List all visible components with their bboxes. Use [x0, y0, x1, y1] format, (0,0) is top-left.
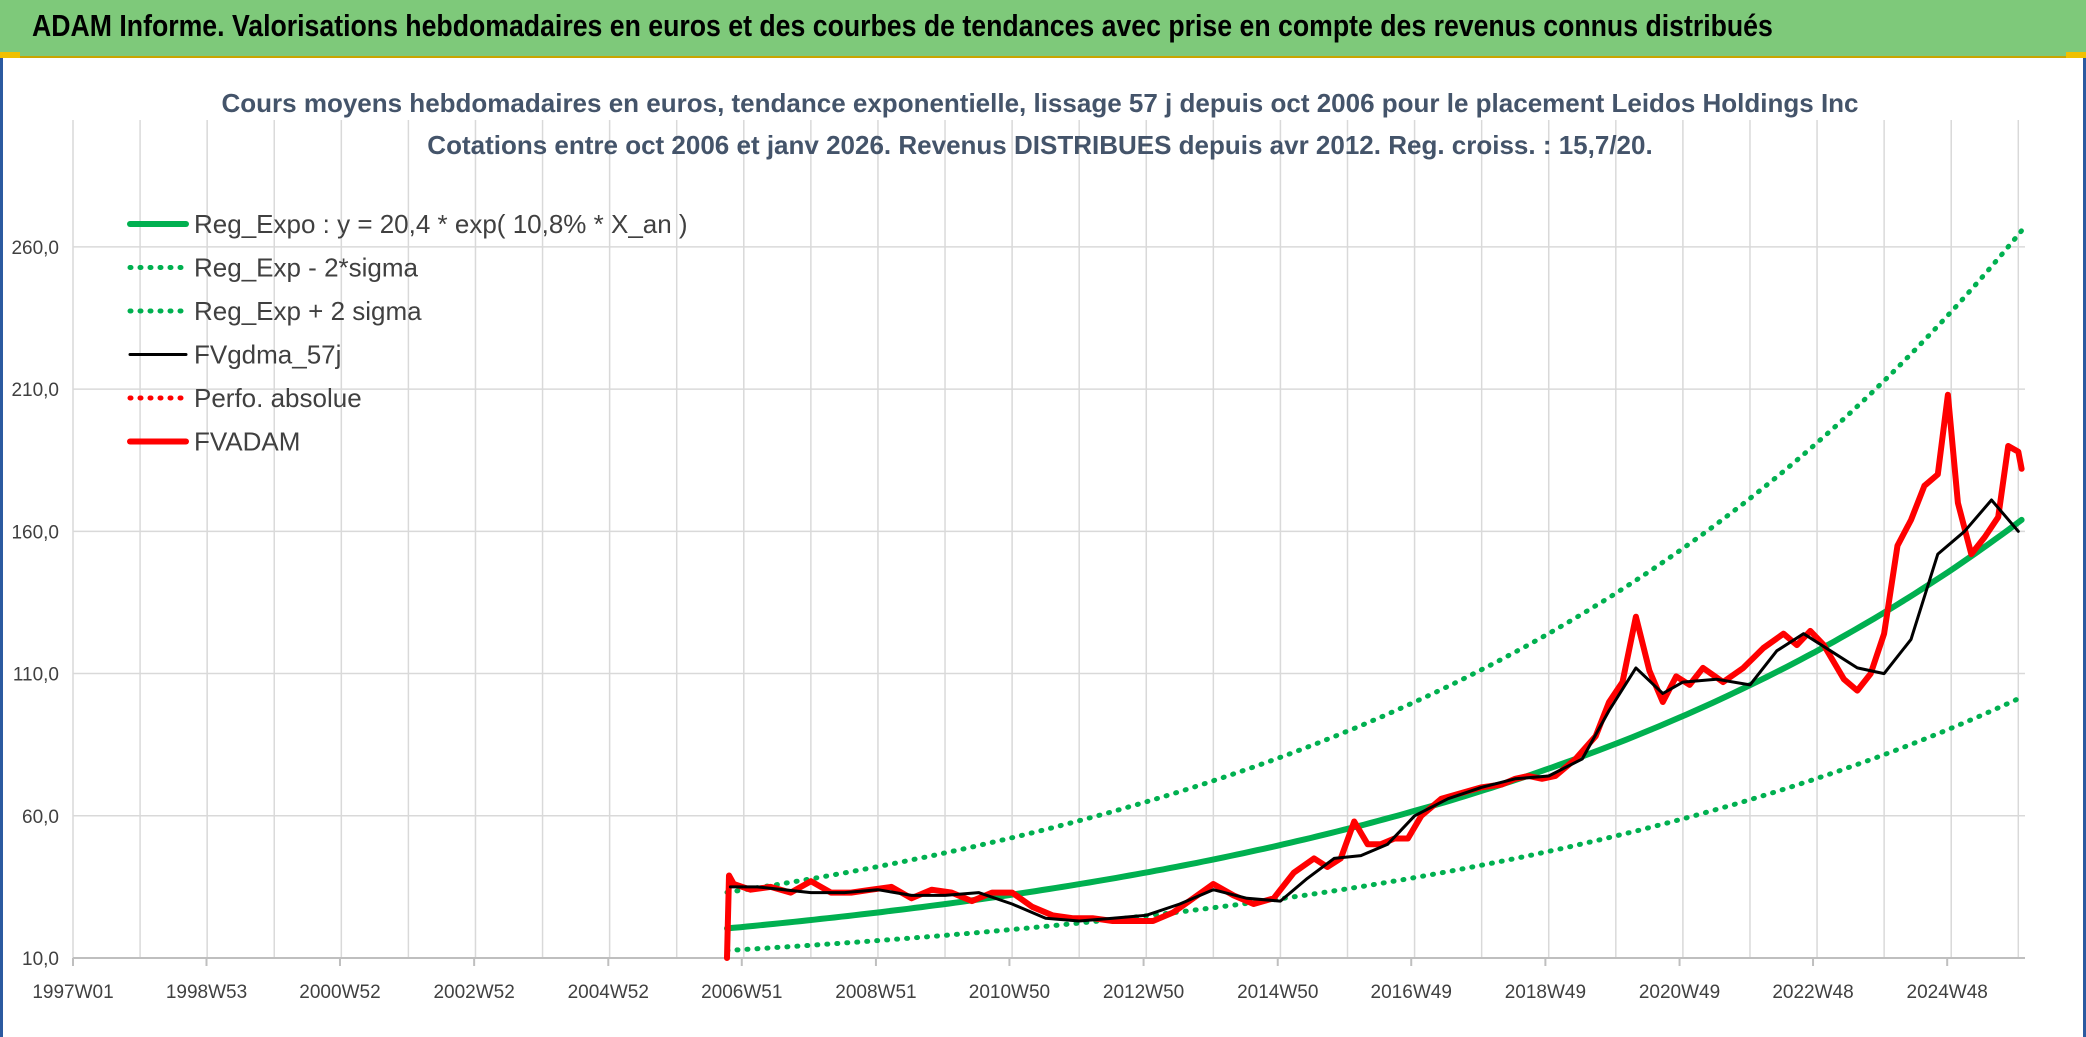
y-tick-label: 10,0	[22, 949, 59, 970]
legend: Reg_Expo : y = 20,4 * exp( 10,8% * X_an …	[127, 209, 688, 457]
y-tick-label: 110,0	[13, 665, 59, 686]
x-tick-label: 1998W53	[166, 982, 247, 1003]
x-tick-label: 2006W51	[701, 982, 782, 1003]
x-tick-label: 2010W50	[969, 982, 1050, 1003]
x-tick-label: 2000W52	[299, 982, 380, 1003]
legend-label: Reg_Expo : y = 20,4 * exp( 10,8% * X_an …	[194, 209, 688, 239]
legend-label: FVgdma_57j	[194, 340, 341, 370]
x-tick-label: 2002W52	[433, 982, 514, 1003]
chart-subtitle: Cotations entre oct 2006 et janv 2026. R…	[427, 130, 1652, 160]
series-lines	[724, 228, 2025, 961]
legend-label: FVADAM	[194, 427, 300, 457]
axes: 10,0 60,0 110,0 160,0 210,0 260,0 1997W01 1998W…	[11, 238, 2025, 1003]
x-tick-label: 1997W01	[32, 982, 113, 1003]
x-tick-label: 2024W48	[1907, 982, 1988, 1003]
legend-label: Reg_Exp - 2*sigma	[194, 253, 419, 283]
banner-corner-left	[0, 52, 20, 58]
series-line-2	[724, 228, 2025, 895]
x-tick-label: 2004W52	[568, 982, 649, 1003]
y-tick-label: 60,0	[22, 807, 59, 828]
x-tick-label: 2020W49	[1639, 982, 1720, 1003]
header-banner: ADAM Informe. Valorisations hebdomadaire…	[0, 0, 2086, 58]
header-title: ADAM Informe. Valorisations hebdomadaire…	[32, 8, 1773, 43]
y-tick-label: 160,0	[11, 522, 59, 543]
chart-title: Cours moyens hebdomadaires en euros, ten…	[221, 88, 1858, 118]
series-line-0	[724, 516, 2025, 932]
banner-corner-right	[2066, 52, 2086, 58]
x-tick-label: 2018W49	[1505, 982, 1586, 1003]
x-tick-label: 2016W49	[1371, 982, 1452, 1003]
chart-frame	[0, 58, 2086, 1037]
series-line-5	[724, 391, 2025, 961]
legend-label: Perfo. absolue	[194, 383, 362, 413]
y-tick-label: 210,0	[11, 380, 59, 401]
legend-label: Reg_Exp + 2 sigma	[194, 296, 422, 326]
y-tick-label: 260,0	[11, 238, 59, 259]
series-line-3	[728, 498, 2020, 923]
x-tick-label: 2014W50	[1237, 982, 1318, 1003]
x-tick-label: 2022W48	[1772, 982, 1853, 1003]
x-tick-label: 2008W51	[835, 982, 916, 1003]
series-line-1	[724, 694, 2025, 953]
x-tick-label: 2012W50	[1103, 982, 1184, 1003]
grid-lines	[72, 120, 2025, 959]
